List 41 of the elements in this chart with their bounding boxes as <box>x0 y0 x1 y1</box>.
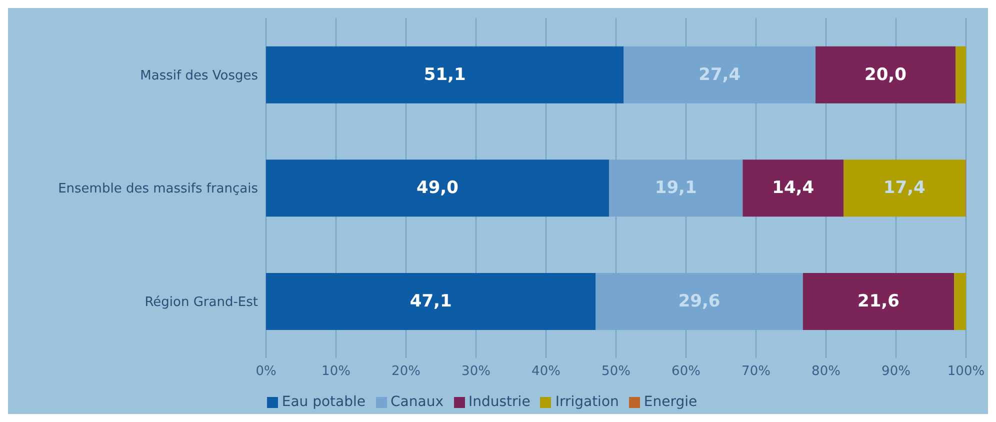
data-label: 14,4 <box>772 178 814 198</box>
x-tick-label: 30% <box>462 364 490 380</box>
bar <box>844 160 966 217</box>
bar <box>266 273 596 330</box>
bar <box>802 273 954 330</box>
data-label: 49,0 <box>416 178 459 198</box>
bar <box>954 273 966 330</box>
bar <box>266 160 609 217</box>
bar <box>596 273 803 330</box>
x-tick-label: 40% <box>532 364 560 380</box>
x-tick-label: 20% <box>392 364 420 380</box>
bar <box>816 46 956 104</box>
data-label: 47,1 <box>410 292 452 312</box>
x-tick-label: 70% <box>742 364 770 380</box>
legend-label: Industrie <box>468 394 530 410</box>
data-label: 21,6 <box>858 292 900 312</box>
legend-label: Eau potable <box>282 394 366 410</box>
bar <box>609 160 743 217</box>
data-label: 51,1 <box>424 64 466 85</box>
y-tick-label: Région Grand-Est <box>144 294 258 310</box>
y-tick-label: Ensemble des massifs français <box>58 182 258 197</box>
x-tick-label: 80% <box>812 364 840 380</box>
data-label: 19,1 <box>654 178 697 198</box>
data-label: 27,4 <box>698 64 741 85</box>
x-tick-label: 100% <box>947 364 985 380</box>
x-tick-label: 60% <box>672 364 700 380</box>
x-tick-label: 90% <box>882 364 910 380</box>
x-tick-label: 50% <box>602 364 630 380</box>
legend-label: Irrigation <box>555 394 619 410</box>
data-label: 17,4 <box>883 178 926 198</box>
x-tick-label: 10% <box>322 364 350 380</box>
bar <box>742 160 844 217</box>
legend-label: Energie <box>644 394 698 410</box>
x-tick-label: 0% <box>256 364 276 380</box>
y-tick-label: Massif des Vosges <box>140 68 258 84</box>
data-label: 29,6 <box>678 292 720 312</box>
bar <box>266 46 624 104</box>
legend-label: Canaux <box>390 394 444 410</box>
data-label: 20,0 <box>864 64 907 85</box>
bar <box>624 46 816 104</box>
bar <box>956 46 966 104</box>
